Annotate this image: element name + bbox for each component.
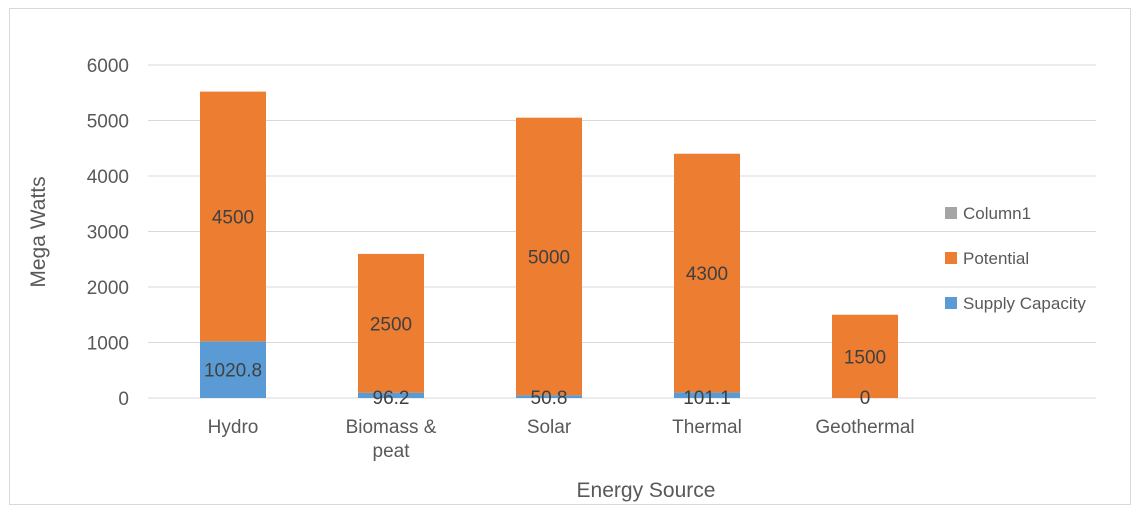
y-tick-label: 2000 <box>87 278 129 299</box>
data-label-potential: 4500 <box>212 207 254 228</box>
legend-swatch <box>945 252 957 264</box>
x-tick-label: Hydro <box>208 417 259 438</box>
bar-supply-capacity <box>674 392 740 398</box>
legend-label: Column1 <box>963 204 1031 223</box>
y-tick-label: 5000 <box>87 112 129 133</box>
bar-potential <box>358 253 424 393</box>
x-tick-label: Solar <box>527 417 572 438</box>
legend-label: Supply Capacity <box>963 294 1086 313</box>
data-labels: 4500 1020.8 2500 96.2 5000 50.8 4300 101.1 1500 0 <box>204 207 886 409</box>
bar-potential <box>832 314 898 398</box>
x-tick-label: Geothermal <box>815 417 914 438</box>
legend-swatch <box>945 297 957 309</box>
x-axis-title: Energy Source <box>577 479 716 502</box>
data-label-supply-capacity: 101.1 <box>683 388 731 409</box>
data-label-potential: 2500 <box>370 314 412 335</box>
y-tick-label: 0 <box>118 389 129 410</box>
bar-potential <box>200 91 266 342</box>
legend-swatch <box>945 207 957 219</box>
gridlines <box>148 64 1096 399</box>
bars <box>200 91 898 398</box>
bar-supply-capacity <box>358 392 424 398</box>
x-tick-label: Thermal <box>672 417 742 438</box>
bar-supply-capacity <box>200 341 266 398</box>
y-axis-title: Mega Watts <box>27 176 50 287</box>
legend: Column1 Potential Supply Capacity <box>945 204 1086 313</box>
y-tick-label: 4000 <box>87 167 129 188</box>
bar-potential <box>674 153 740 393</box>
bar-potential <box>516 117 582 396</box>
x-tick-labels: Hydro Biomass & peat Solar Thermal Geothermal <box>208 417 915 462</box>
y-tick-label: 3000 <box>87 223 129 244</box>
x-tick-label: peat <box>373 441 411 462</box>
data-label-supply-capacity: 96.2 <box>373 388 410 409</box>
data-label-potential: 5000 <box>528 247 570 268</box>
y-tick-labels: 0 1000 2000 3000 4000 5000 6000 <box>87 56 129 410</box>
data-label-supply-capacity: 50.8 <box>531 388 568 409</box>
legend-label: Potential <box>963 249 1029 268</box>
x-tick-label: Biomass & <box>346 417 437 438</box>
data-label-supply-capacity: 1020.8 <box>204 361 262 382</box>
y-tick-label: 1000 <box>87 334 129 355</box>
bar-supply-capacity <box>516 395 582 398</box>
data-label-potential: 1500 <box>844 347 886 368</box>
data-label-supply-capacity: 0 <box>860 388 871 409</box>
y-tick-label: 6000 <box>87 56 129 77</box>
data-label-potential: 4300 <box>686 264 728 285</box>
